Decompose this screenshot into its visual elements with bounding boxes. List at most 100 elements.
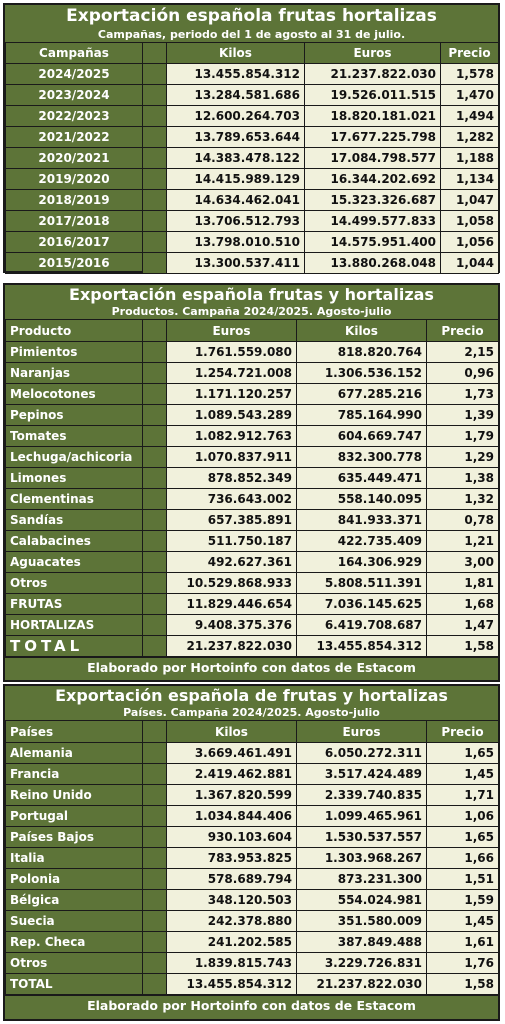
campaigns-row: 2022/2023 12.600.264.703 18.820.181.021 1,4… [5,105,499,127]
countries-row-label: Otros [5,952,143,974]
campaigns-row-gap [142,210,167,232]
countries-subtitle: Países. Campaña 2024/2025. Agosto-julio [123,706,380,719]
products-row-price: 1,47 [426,614,499,636]
products-row-value-2: 5.808.511.391 [296,572,427,594]
campaigns-row-value-1: 14.383.478.122 [166,147,305,169]
countries-row-price: 1,45 [426,910,499,932]
countries-row-label: TOTAL [5,973,143,995]
countries-header-country: Países [5,720,143,743]
products-header-gap [142,319,167,342]
campaigns-header-euros: Euros [304,42,441,64]
countries-row-label: Países Bajos [5,826,143,848]
campaigns-header-gap [142,42,167,64]
products-row-price: 2,15 [426,341,499,363]
products-header-euros: Euros [166,319,297,342]
countries-row: Francia 2.419.462.881 3.517.424.489 1,45 [5,763,499,785]
products-row-value-2: 785.164.990 [296,404,427,426]
campaigns-row-price: 1,134 [440,168,499,190]
products-row: Calabacines 511.750.187 422.735.409 1,21 [5,530,499,552]
products-row-value-1: 1.089.543.289 [166,404,297,426]
campaigns-row-price: 1,047 [440,189,499,211]
products-row-price: 1,21 [426,530,499,552]
products-row-label: Melocotones [5,383,143,405]
countries-row-value-2: 3.229.726.831 [296,952,427,974]
countries-row: Rep. Checa 241.202.585 387.849.488 1,61 [5,931,499,953]
countries-row-value-2: 21.237.822.030 [296,973,427,995]
products-row-gap [142,362,167,384]
campaigns-row-label: 2023/2024 [5,84,143,106]
products-row: Pimientos 1.761.559.080 818.820.764 2,15 [5,341,499,363]
campaigns-row-value-1: 12.600.264.703 [166,105,305,127]
countries-row: Alemania 3.669.461.491 6.050.272.311 1,65 [5,742,499,764]
products-row-gap [142,488,167,510]
products-panel: Exportación española frutas y hortalizas… [3,283,500,682]
products-row-value-2: 164.306.929 [296,551,427,573]
products-row: Clementinas 736.643.002 558.140.095 1,32 [5,488,499,510]
countries-row-value-2: 351.580.009 [296,910,427,932]
countries-row-value-2: 1.530.537.557 [296,826,427,848]
countries-row-value-1: 1.839.815.743 [166,952,297,974]
products-row-value-2: 13.455.854.312 [296,635,427,657]
products-subtitle: Productos. Campaña 2024/2025. Agosto-jul… [111,305,392,318]
products-row-gap [142,572,167,594]
products-row-label: Naranjas [5,362,143,384]
campaigns-row-value-1: 13.706.512.793 [166,210,305,232]
countries-row-label: Polonia [5,868,143,890]
campaigns-row-label: 2019/2020 [5,168,143,190]
campaigns-header-price: Precio [440,42,499,64]
campaigns-row-label: 2017/2018 [5,210,143,232]
products-row-price: 3,00 [426,551,499,573]
campaigns-row-value-2: 17.677.225.798 [304,126,441,148]
products-row-value-2: 422.735.409 [296,530,427,552]
products-row-value-2: 7.036.145.625 [296,593,427,615]
products-row-label: Clementinas [5,488,143,510]
countries-row-label: Portugal [5,805,143,827]
products-row-price: 1,81 [426,572,499,594]
campaigns-row-gap [142,168,167,190]
campaigns-row: 2020/2021 14.383.478.122 17.084.798.577 1,1… [5,147,499,169]
products-row-gap [142,383,167,405]
campaigns-row: 2021/2022 13.789.653.644 17.677.225.798 1,2… [5,126,499,148]
products-row-gap [142,509,167,531]
countries-row-value-2: 387.849.488 [296,931,427,953]
countries-row-value-1: 3.669.461.491 [166,742,297,764]
campaigns-row-value-2: 21.237.822.030 [304,63,441,85]
countries-row-gap [142,805,167,827]
products-row-label: TOTAL [5,635,143,657]
countries-row-price: 1,51 [426,868,499,890]
products-row-gap [142,593,167,615]
products-row: Pepinos 1.089.543.289 785.164.990 1,39 [5,404,499,426]
countries-row-price: 1,66 [426,847,499,869]
products-row-value-2: 635.449.471 [296,467,427,489]
countries-row-gap [142,868,167,890]
countries-row-value-2: 1.099.465.961 [296,805,427,827]
campaigns-row-value-2: 18.820.181.021 [304,105,441,127]
countries-table: Países Kilos Euros Precio Alemania 3.669.… [5,720,499,995]
countries-row-gap [142,952,167,974]
campaigns-row-value-2: 17.084.798.577 [304,147,441,169]
countries-row-label: Italia [5,847,143,869]
products-row-value-2: 558.140.095 [296,488,427,510]
countries-header-kilos: Kilos [166,720,297,743]
countries-row-value-1: 1.034.844.406 [166,805,297,827]
countries-row: Países Bajos 930.103.604 1.530.537.557 1,65 [5,826,499,848]
campaigns-row-value-1: 14.415.989.129 [166,168,305,190]
campaigns-row: 2015/2016 13.300.537.411 13.880.268.048 1,0… [5,252,499,274]
products-row: Sandías 657.385.891 841.933.371 0,78 [5,509,499,531]
products-row: FRUTAS 11.829.446.654 7.036.145.625 1,68 [5,593,499,615]
countries-row-value-1: 2.419.462.881 [166,763,297,785]
products-row-value-1: 736.643.002 [166,488,297,510]
countries-row-value-1: 1.367.820.599 [166,784,297,806]
products-table: Producto Euros Kilos Precio Pimientos 1.7… [5,319,499,657]
countries-row-price: 1,06 [426,805,499,827]
countries-row-value-1: 13.455.854.312 [166,973,297,995]
products-row-price: 1,79 [426,425,499,447]
countries-row-price: 1,45 [426,763,499,785]
products-footer: Elaborado por Hortoinfo con datos de Est… [5,657,498,678]
campaigns-row-price: 1,470 [440,84,499,106]
products-row: Naranjas 1.254.721.008 1.306.536.152 0,96 [5,362,499,384]
products-row-value-1: 1.254.721.008 [166,362,297,384]
products-row-value-2: 1.306.536.152 [296,362,427,384]
products-row-value-1: 1.082.912.763 [166,425,297,447]
products-row-label: Lechuga/achicoria [5,446,143,468]
